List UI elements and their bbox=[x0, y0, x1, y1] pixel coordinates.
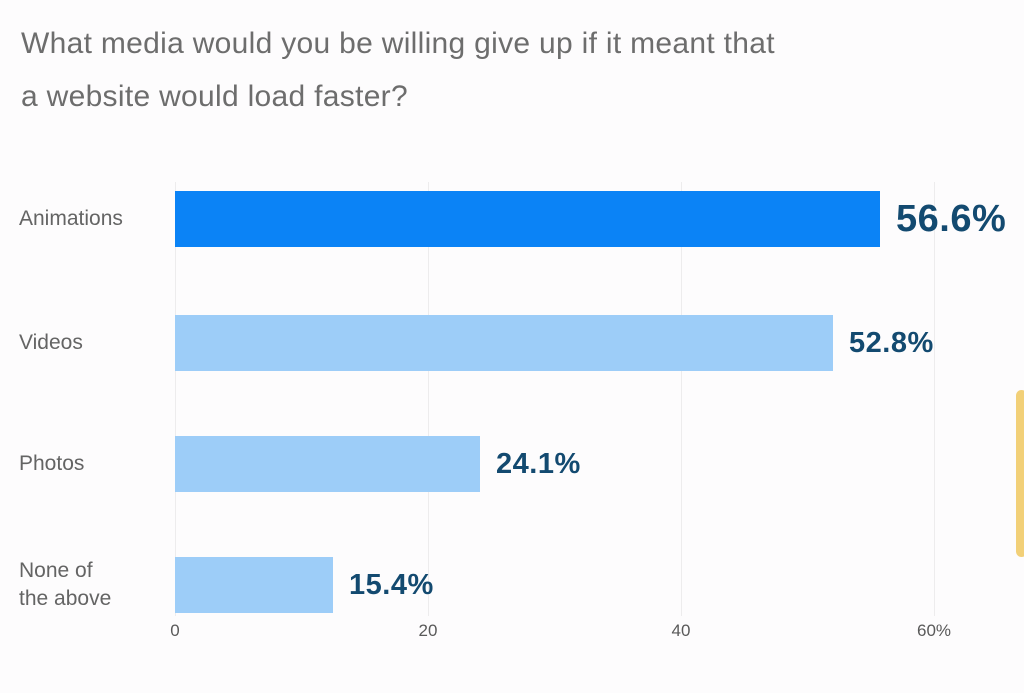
category-label-photos: Photos bbox=[19, 452, 85, 475]
page-title: What media would you be willing give up … bbox=[21, 17, 775, 123]
value-label-photos: 24.1% bbox=[496, 447, 581, 480]
category-label-animations: Animations bbox=[19, 207, 123, 230]
bar-row-none-of-the-above: 15.4% bbox=[175, 557, 434, 613]
bar-animations bbox=[175, 191, 880, 247]
value-label-animations: 56.6% bbox=[896, 197, 1007, 240]
x-axis-tick-60: 60% bbox=[916, 621, 952, 640]
x-axis-tick-0: 0 bbox=[170, 621, 180, 640]
gridline-0 bbox=[175, 182, 176, 616]
bar-row-animations: 56.6% bbox=[175, 191, 1006, 247]
gridline-20 bbox=[428, 182, 429, 616]
page-title-line-1: What media would you be willing give up … bbox=[21, 27, 775, 60]
bar-row-photos: 24.1% bbox=[175, 436, 581, 492]
gridline-40 bbox=[681, 182, 682, 616]
gridline-60 bbox=[934, 182, 935, 616]
plot-area: 56.6% 52.8% 24.1% 15.4% 0 20 40 60% bbox=[170, 182, 1006, 640]
page-title-line-2: a website would load faster? bbox=[21, 80, 408, 113]
x-axis-tick-20: 20 bbox=[418, 621, 438, 640]
category-label-videos: Videos bbox=[19, 331, 83, 354]
category-label-none-of-the-above: None of the above bbox=[19, 559, 112, 610]
x-axis-tick-40: 40 bbox=[671, 621, 691, 640]
yellow-edge-element bbox=[1016, 390, 1024, 557]
bar-row-videos: 52.8% bbox=[175, 315, 934, 371]
bar-none-of-the-above bbox=[175, 557, 333, 613]
value-label-videos: 52.8% bbox=[849, 326, 934, 359]
bar-photos bbox=[175, 436, 480, 492]
bar-videos bbox=[175, 315, 833, 371]
value-label-none-of-the-above: 15.4% bbox=[349, 568, 434, 601]
